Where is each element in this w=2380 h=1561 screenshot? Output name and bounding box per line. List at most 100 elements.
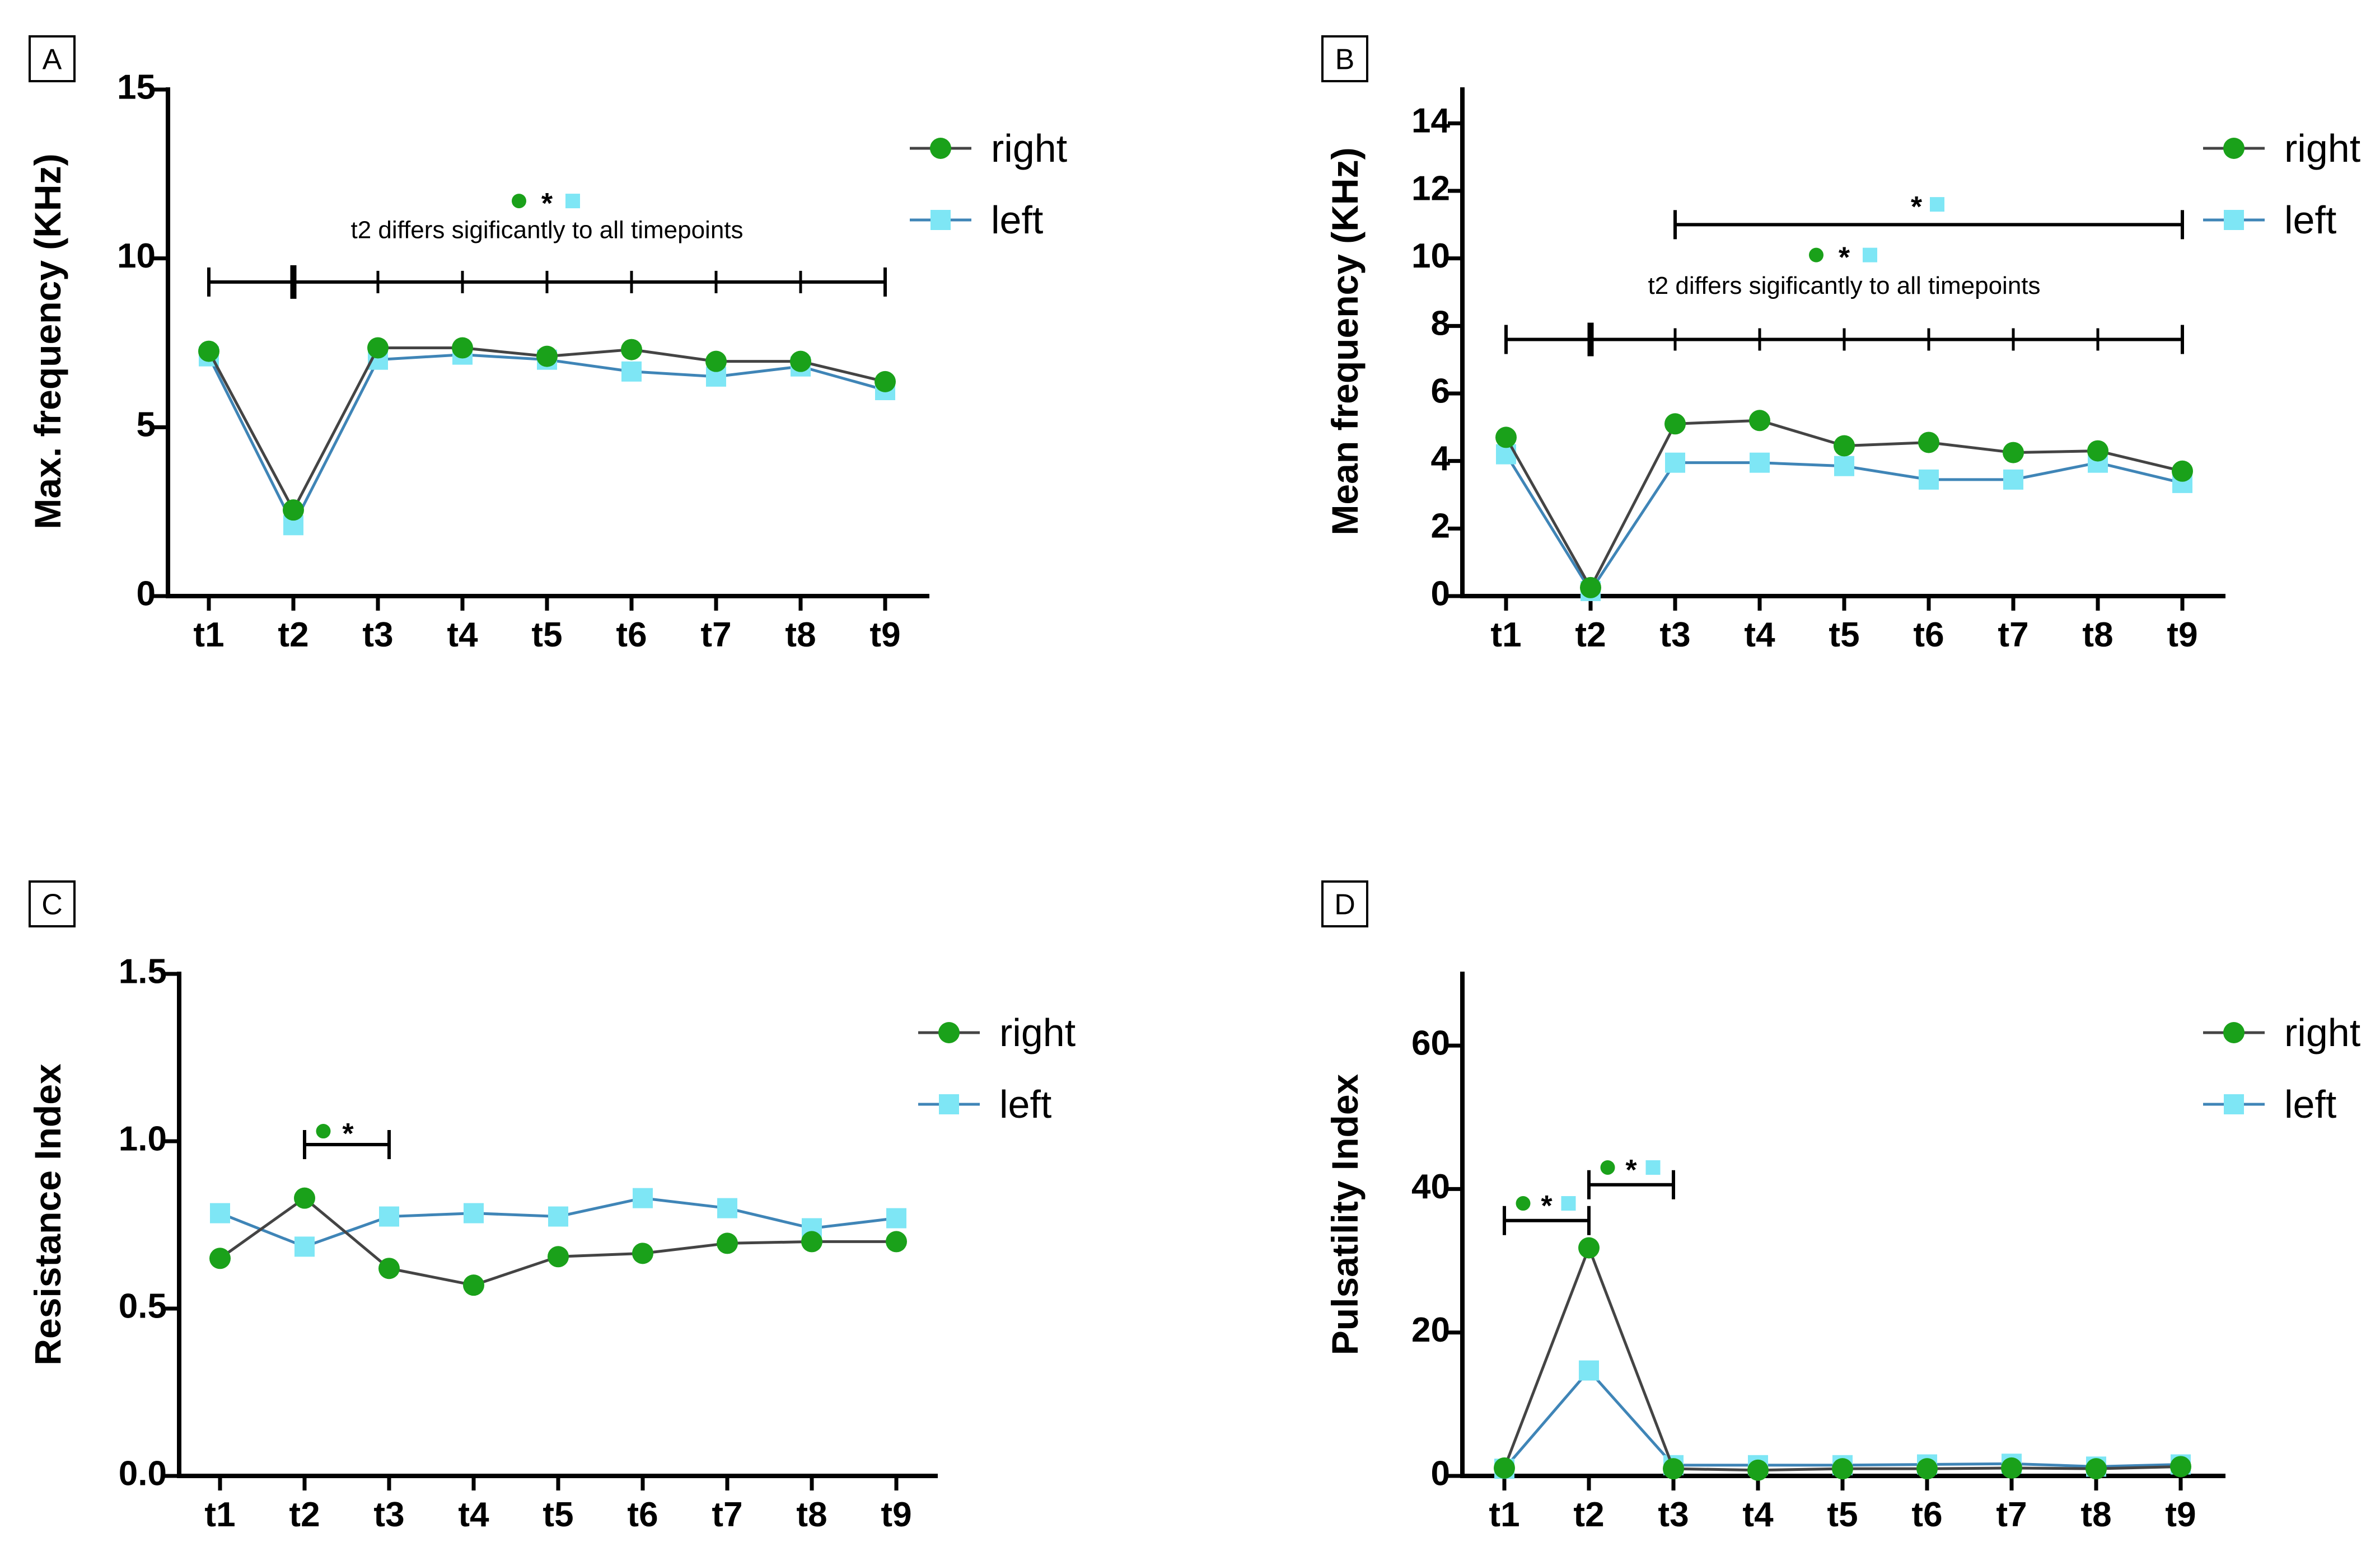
x-tick-label: t2 <box>278 616 308 654</box>
x-tick-label: t5 <box>1829 616 1859 654</box>
y-tick-label: 0 <box>1431 1454 1450 1493</box>
point-right <box>2170 1456 2191 1478</box>
legend-right-label: right <box>991 126 1067 170</box>
point-right <box>283 499 304 521</box>
x-tick-label: t5 <box>1827 1496 1858 1534</box>
x-tick-label: t8 <box>796 1496 827 1534</box>
x-tick-label: t3 <box>373 1496 404 1534</box>
legend-left-marker <box>931 210 951 230</box>
legend-left-label: left <box>2284 1082 2336 1126</box>
x-tick-label: t7 <box>700 616 731 654</box>
point-left <box>1919 469 1939 490</box>
significance-left-marker <box>1645 1160 1661 1175</box>
x-tick-label: t3 <box>362 616 393 654</box>
point-right <box>705 350 727 372</box>
point-left <box>1834 456 1854 476</box>
point-right <box>1832 1458 1853 1480</box>
bracket-note: t2 differs sigificantly to all timepoint… <box>1648 272 2040 299</box>
panel-label-box <box>1321 35 1368 82</box>
panel-letter: B <box>1335 44 1355 76</box>
point-right <box>1664 413 1686 435</box>
point-right <box>378 1258 400 1279</box>
x-tick-label: t1 <box>204 1496 235 1534</box>
point-left <box>621 361 642 382</box>
x-tick-label: t6 <box>616 616 647 654</box>
point-right <box>294 1187 315 1209</box>
legend-left-label: left <box>991 198 1043 242</box>
panel-letter: A <box>43 44 62 76</box>
y-tick-label: 15 <box>117 68 156 106</box>
x-tick-label: t8 <box>2080 1496 2111 1534</box>
point-right <box>452 337 473 359</box>
significance-right-marker <box>512 194 526 209</box>
x-tick-label: t5 <box>531 616 562 654</box>
y-axis-title: Mean frequency (KHz) <box>1324 147 1366 535</box>
significance-star: * <box>1541 1190 1553 1222</box>
significance-left-marker <box>565 194 580 209</box>
y-axis-title: Pulsatility Index <box>1324 1074 1366 1355</box>
x-tick-label: t9 <box>881 1496 911 1534</box>
legend-right-marker <box>930 138 951 159</box>
point-left <box>294 1236 315 1257</box>
point-right <box>1495 426 1517 448</box>
point-left <box>886 1208 906 1229</box>
significance-left-marker <box>1863 247 1877 262</box>
legend-right-marker <box>938 1022 960 1043</box>
legend-right-marker <box>2223 1022 2245 1043</box>
significance-left-marker <box>1930 197 1944 212</box>
point-right <box>548 1246 569 1268</box>
point-left <box>1750 452 1770 473</box>
significance-star: * <box>1911 191 1923 223</box>
significance-bracket: * <box>303 1118 391 1159</box>
legend-left-marker <box>939 1094 959 1114</box>
point-right <box>790 350 811 372</box>
significance-star: * <box>1625 1154 1637 1187</box>
point-right <box>621 339 642 360</box>
y-tick-label: 40 <box>1411 1168 1450 1206</box>
x-tick-label: t1 <box>193 616 224 654</box>
point-right <box>2001 1457 2022 1479</box>
panel-letter: D <box>1334 889 1355 921</box>
point-right <box>1494 1457 1515 1479</box>
y-tick-label: 10 <box>1411 237 1450 275</box>
y-tick-label: 0 <box>1431 574 1450 613</box>
x-tick-label: t4 <box>1744 616 1775 654</box>
y-tick-label: 8 <box>1431 304 1450 343</box>
bracket-note: t2 differs sigificantly to all timepoint… <box>350 216 743 243</box>
x-tick-label: t2 <box>1573 1496 1604 1534</box>
x-tick-label: t1 <box>1489 1496 1519 1534</box>
x-tick-label: t5 <box>543 1496 573 1534</box>
y-tick-label: 0 <box>137 574 156 613</box>
x-tick-label: t8 <box>2082 616 2113 654</box>
panel-b: B Mean frequency (KHz) 0 2 4 6 8 10 12 14 t1 t2 t3 t4… <box>1321 35 2360 654</box>
significance-bracket: *t2 differs sigificantly to all timepoin… <box>1504 242 2184 357</box>
x-tick-label: t9 <box>869 616 900 654</box>
legend: right left <box>2203 126 2360 242</box>
x-tick-label: t6 <box>1913 616 1944 654</box>
significance-bracket: *t2 differs sigificantly to all timepoin… <box>207 187 887 299</box>
legend-right-label: right <box>2284 1011 2360 1054</box>
point-left <box>2003 469 2023 490</box>
panel-label-box <box>1321 880 1368 927</box>
legend-right-label: right <box>2284 126 2360 170</box>
x-tick-label: t6 <box>1911 1496 1942 1534</box>
x-tick-label: t6 <box>627 1496 658 1534</box>
significance-right-marker <box>1600 1160 1615 1175</box>
point-right <box>1580 576 1601 598</box>
point-right <box>536 345 558 367</box>
point-left <box>1665 452 1685 473</box>
y-tick-label: 1.5 <box>119 952 167 991</box>
legend: right left <box>918 1011 1076 1126</box>
legend-right-marker <box>2223 138 2245 159</box>
x-tick-label: t4 <box>1742 1496 1774 1534</box>
y-tick-label: 10 <box>117 237 156 275</box>
significance-right-marker <box>316 1124 331 1139</box>
x-tick-label: t7 <box>712 1496 742 1534</box>
y-tick-label: 1.0 <box>119 1119 167 1158</box>
y-tick-label: 60 <box>1411 1024 1450 1063</box>
x-tick-label: t2 <box>1575 616 1606 654</box>
point-right <box>1578 1237 1600 1259</box>
point-right <box>2086 1458 2107 1480</box>
point-right <box>209 1248 231 1269</box>
x-tick-label: t3 <box>1659 616 1690 654</box>
